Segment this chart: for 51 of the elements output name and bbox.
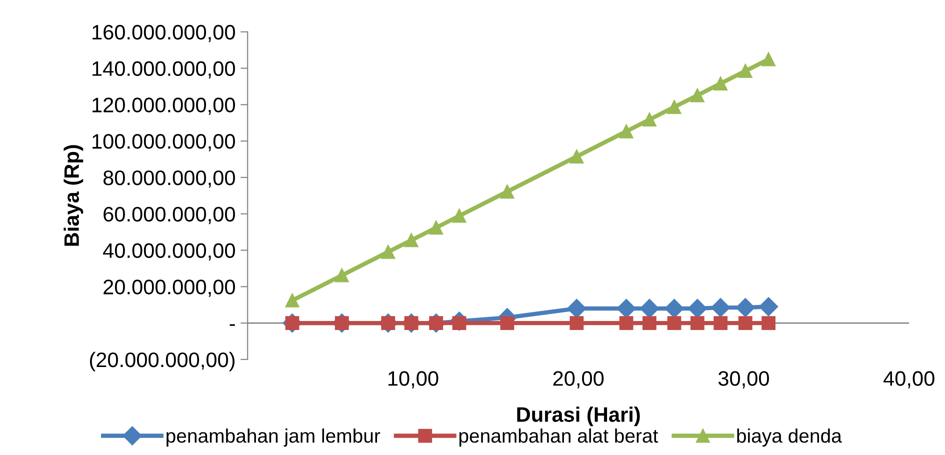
point [667,100,682,114]
legend-label: penambahan jam lembur [166,428,380,447]
y-tick-label: 60.000.000,00 [104,206,235,224]
x-tick-label: 40,00 [884,371,934,388]
point [664,298,684,318]
y-tick-label: 120.000.000,00 [92,98,235,115]
point [500,316,514,330]
point [640,298,659,318]
point [616,298,636,318]
legend-label: biaya denda [737,428,842,447]
point [619,316,634,330]
y-axis-title: Biaya (Rp) [64,145,84,246]
x-axis-title: Durasi (Hari) [517,406,640,426]
point [714,316,728,330]
point [404,233,418,248]
point [642,112,656,127]
y-tick-label: 140.000.000,00 [92,61,235,78]
point [642,316,656,330]
point [381,244,396,259]
point [736,298,755,318]
point [758,297,778,316]
point [570,316,584,330]
x-tick-label: 20,00 [553,371,604,388]
point [619,124,634,138]
point [667,316,682,330]
point [738,64,752,78]
point [429,220,444,235]
y-tick-label: 40.000.000,00 [103,243,235,260]
point [690,316,704,330]
y-tick-label: 20.000.000,00 [104,280,235,297]
point [762,52,776,66]
point [714,76,728,90]
point [567,298,586,318]
y-tick-label: 80.000.000,00 [103,170,235,188]
point [334,268,349,282]
y-tick-label: 100.000.000,00 [92,134,235,152]
point [762,316,776,330]
y-tick-label: (20.000.000,00) [90,352,235,372]
legend-label: penambahan alat berat [459,428,658,447]
y-tick-label: - [230,324,235,326]
point [688,298,707,318]
point [690,88,704,102]
point [500,184,514,199]
point [711,298,730,318]
point [285,294,300,308]
point [452,208,466,223]
x-tick-label: 10,00 [388,371,438,388]
y-tick-label: 160.000.000,00 [92,24,235,42]
x-tick-label: 30,00 [718,371,769,388]
point [738,316,752,330]
point [570,150,584,164]
